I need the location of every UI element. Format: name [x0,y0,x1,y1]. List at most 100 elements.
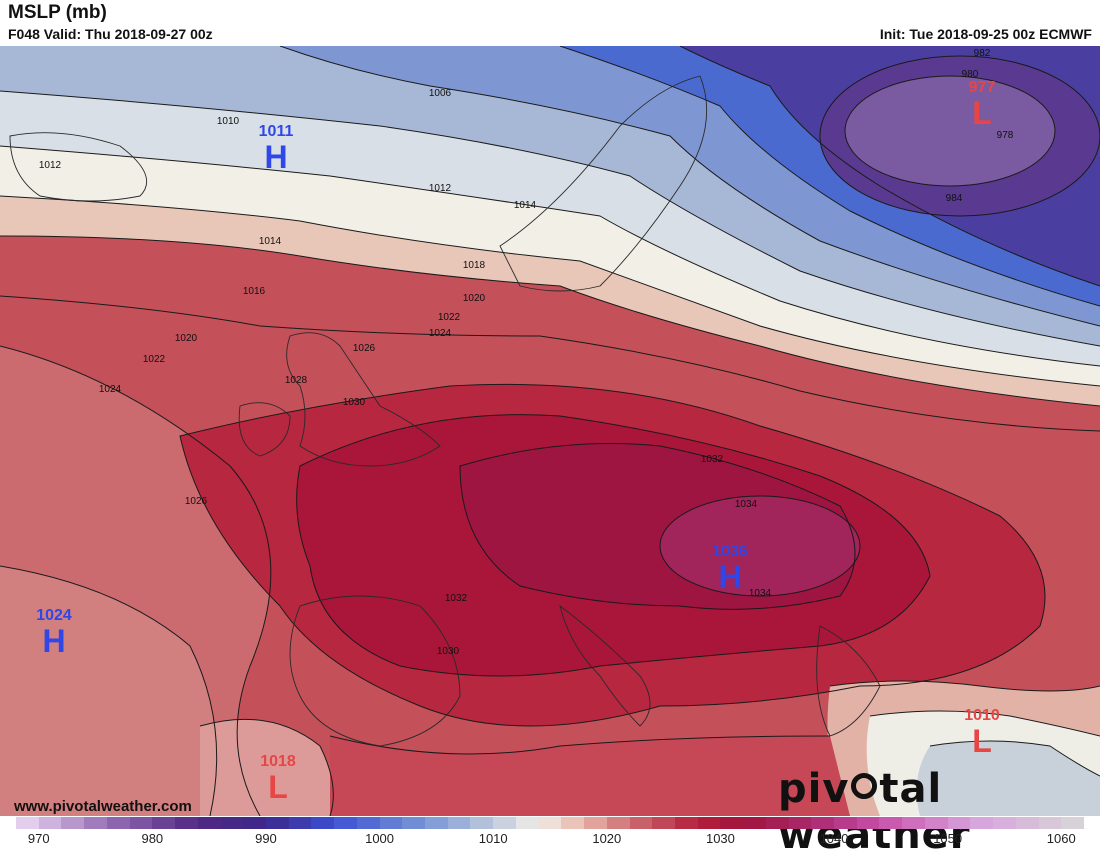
colorbar-segment [834,817,857,829]
colorbar-tick-label: 1030 [706,831,735,846]
colorbar-segment [811,817,834,829]
colorbar-segment [993,817,1016,829]
pressure-center-value: 1024 [36,607,72,624]
colorbar-segment [902,817,925,829]
pressure-center-letter: L [972,723,992,759]
colorbar-segment [516,817,539,829]
isobar-label: 984 [946,193,963,204]
colorbar-segment [266,817,289,829]
isobar-label: 1024 [429,328,452,339]
colorbar-segment [175,817,198,829]
pressure-field-980 [845,76,1055,186]
colorbar-segment [698,817,721,829]
isobar-label: 1034 [735,499,758,510]
colorbar-segment [380,817,403,829]
isobar-label: 1022 [438,312,461,323]
colorbar-tick-label: 1060 [1047,831,1076,846]
colorbar-segment [1039,817,1062,829]
header: MSLP (mb) F048 Valid: Thu 2018-09-27 00z… [0,0,1100,46]
isobar-label: 978 [997,130,1014,141]
valid-time: F048 Valid: Thu 2018-09-27 00z [8,26,213,42]
colorbar-segment [84,817,107,829]
colorbar-tick-label: 1020 [592,831,621,846]
colorbar-segment [425,817,448,829]
brand-text-start: piv [778,766,849,812]
colorbar-segment [720,817,743,829]
isobar-label: 1020 [175,333,198,344]
pressure-center-value: 1036 [712,543,748,560]
pressure-center-value: 1011 [259,123,294,140]
pressure-center-value: 1018 [260,753,296,770]
colorbar-segment [584,817,607,829]
isobar-label: 1026 [185,496,208,507]
isobar-label: 1034 [749,588,772,599]
isobar-label: 1012 [429,183,452,194]
colorbar-segment [402,817,425,829]
colorbar-segment [925,817,948,829]
colorbar-segment [334,817,357,829]
colorbar-segment [221,817,244,829]
isobar-label: 982 [974,48,991,59]
website-label: www.pivotalweather.com [14,798,192,815]
isobar-label: 1016 [243,286,266,297]
colorbar-segment [1061,817,1084,829]
colorbar-segment [448,817,471,829]
isobar-label: 1022 [143,354,166,365]
colorbar-segment [198,817,221,829]
colorbar-segment [311,817,334,829]
map-svg: 1010101210121006101410141016101810201020… [0,46,1100,816]
colorbar-segment [652,817,675,829]
colorbar-segment [743,817,766,829]
colorbar-segment [16,817,39,829]
init-time: Init: Tue 2018-09-25 00z ECMWF [880,26,1092,42]
pressure-center-value: 977 [969,79,996,96]
isobar-label: 1032 [701,454,724,465]
pressure-center-letter: H [264,139,287,175]
isobar-label: 1030 [343,397,366,408]
gear-icon [851,773,877,799]
colorbar-segment [61,817,84,829]
pressure-field-1034 [660,496,860,596]
pressure-center-value: 1010 [964,707,1000,724]
isobar-label: 1024 [99,384,122,395]
pressure-center-letter: H [42,623,65,659]
pressure-colorbar [16,817,1084,829]
colorbar-segment [39,817,62,829]
isobar-label: 1020 [463,293,486,304]
isobar-label: 1010 [217,116,240,127]
colorbar-segment [630,817,653,829]
colorbar-segment [152,817,175,829]
colorbar-tick-label: 1000 [365,831,394,846]
isobar-label: 1012 [39,160,62,171]
isobar-label: 1026 [353,343,376,354]
colorbar-segment [607,817,630,829]
colorbar-tick-label: 1040 [820,831,849,846]
colorbar-segment [857,817,880,829]
colorbar-tick-label: 980 [141,831,163,846]
colorbar-segment [539,817,562,829]
colorbar-segment [470,817,493,829]
colorbar-segment [130,817,153,829]
colorbar-segment [766,817,789,829]
colorbar-segment [493,817,516,829]
colorbar-segment [948,817,971,829]
isobar-label: 1014 [259,236,282,247]
colorbar-segment [289,817,312,829]
colorbar-segment [107,817,130,829]
pressure-center-letter: L [972,95,992,131]
colorbar-segment [879,817,902,829]
colorbar-segment [675,817,698,829]
colorbar-segment [789,817,812,829]
isobar-label: 1030 [437,646,460,657]
colorbar-tick-label: 990 [255,831,277,846]
colorbar-tick-label: 1050 [933,831,962,846]
pressure-center-letter: L [268,769,288,805]
pressure-center-letter: H [718,559,741,595]
isobar-label: 1014 [514,200,537,211]
isobar-label: 1032 [445,593,468,604]
colorbar-segment [243,817,266,829]
colorbar-tick-label: 1010 [479,831,508,846]
